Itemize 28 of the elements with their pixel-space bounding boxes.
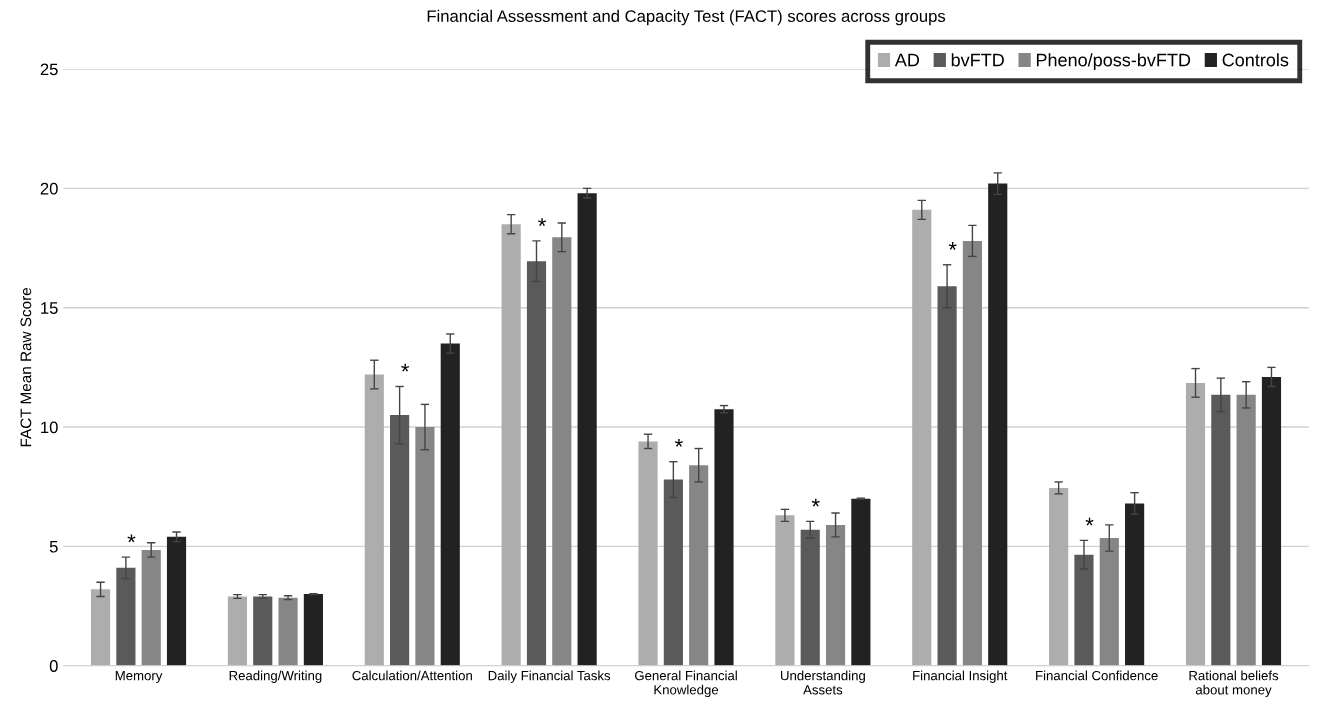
data-label: *	[401, 363, 410, 372]
x-tick-label: Reading/Writing	[229, 670, 322, 683]
y-tick-label: 5	[49, 540, 58, 553]
x-tick-label: Financial Confidence	[1036, 670, 1158, 681]
x-tick-label: Daily Financial Tasks	[488, 670, 611, 683]
legend-label: bvFTD	[951, 53, 1004, 67]
y-tick-label: 25	[40, 63, 58, 76]
y-tick-label: 15	[41, 302, 58, 314]
legend-label: Pheno/poss-bvFTD	[1036, 53, 1191, 70]
y-tick-label: 20	[40, 182, 58, 195]
data-label: *	[948, 242, 957, 250]
x-tick-label: Financial Insight	[913, 670, 1008, 683]
legend-label: AD	[894, 53, 920, 67]
data-label: *	[811, 498, 820, 507]
y-axis-title: FACT Mean Raw Score	[20, 287, 32, 447]
y-tick-label: 10	[41, 421, 58, 434]
data-label: *	[127, 534, 136, 543]
x-tick-label: General Financial Knowledge	[634, 670, 737, 698]
y-tick-label: 0	[49, 660, 58, 672]
data-label: *	[1085, 517, 1094, 526]
chart-title: Financial Assessment and Capacity Test (FACT) scores across groups	[427, 9, 946, 26]
legend-label: Controls	[1222, 53, 1289, 67]
data-label: *	[538, 218, 547, 227]
data-label: *	[674, 438, 683, 447]
x-tick-label: Memory	[115, 671, 163, 683]
x-tick-label: Calculation/Attention	[352, 670, 472, 681]
x-tick-label: Understanding Assets	[781, 670, 865, 695]
x-tick-label: Rational beliefs about money	[1189, 670, 1279, 698]
